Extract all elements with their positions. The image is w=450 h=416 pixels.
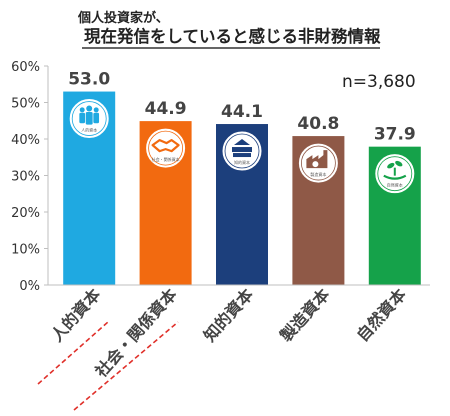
data-label: 44.1 <box>221 102 263 122</box>
y-tick-label: 60% <box>11 60 40 75</box>
books-icon: 知的資本 <box>221 130 263 172</box>
icon-caption: 自然資本 <box>387 182 403 188</box>
y-tick-label: 20% <box>11 206 40 221</box>
handshake-icon: 社会・関係資本 <box>145 127 187 169</box>
sample-size-label: n=3,680 <box>342 72 416 92</box>
data-label: 53.0 <box>68 70 110 90</box>
people-icon: 人的資本 <box>68 98 110 140</box>
category-label: 製造資本 <box>276 285 334 346</box>
y-axis: 0% 10% 20% 30% 40% 50% 60% <box>11 60 49 294</box>
data-label: 40.8 <box>297 114 339 134</box>
chart-title: 現在発信をしていると感じる非財務情報 <box>84 26 381 46</box>
y-tick-label: 0% <box>19 279 40 294</box>
category-label: 社会・関係資本 <box>91 285 181 382</box>
icon-caption: 社会・関係資本 <box>152 156 180 162</box>
icon-caption: 製造資本 <box>310 171 326 177</box>
category-label: 人的資本 <box>47 285 104 345</box>
category-label: 自然資本 <box>353 285 410 345</box>
sprout-icon: 自然資本 <box>374 153 416 195</box>
icon-caption: 知的資本 <box>234 159 250 165</box>
icon-caption: 人的資本 <box>81 127 97 133</box>
data-label: 37.9 <box>374 125 416 145</box>
y-tick-label: 10% <box>11 243 40 258</box>
chart-subtitle: 個人投資家が、 <box>77 10 169 26</box>
highlight-underline <box>73 321 179 411</box>
y-tick-label: 40% <box>11 133 40 148</box>
category-label: 知的資本 <box>200 285 257 345</box>
y-tick-label: 50% <box>11 97 40 112</box>
factory-icon: 製造資本 <box>297 142 339 184</box>
bars: 53.0 人的資本 44.9 社会・関係資本 44.1 知的資本 40.8 製造資本 37.9 自… <box>63 70 421 286</box>
data-label: 44.9 <box>145 99 187 119</box>
y-tick-label: 30% <box>11 170 40 185</box>
